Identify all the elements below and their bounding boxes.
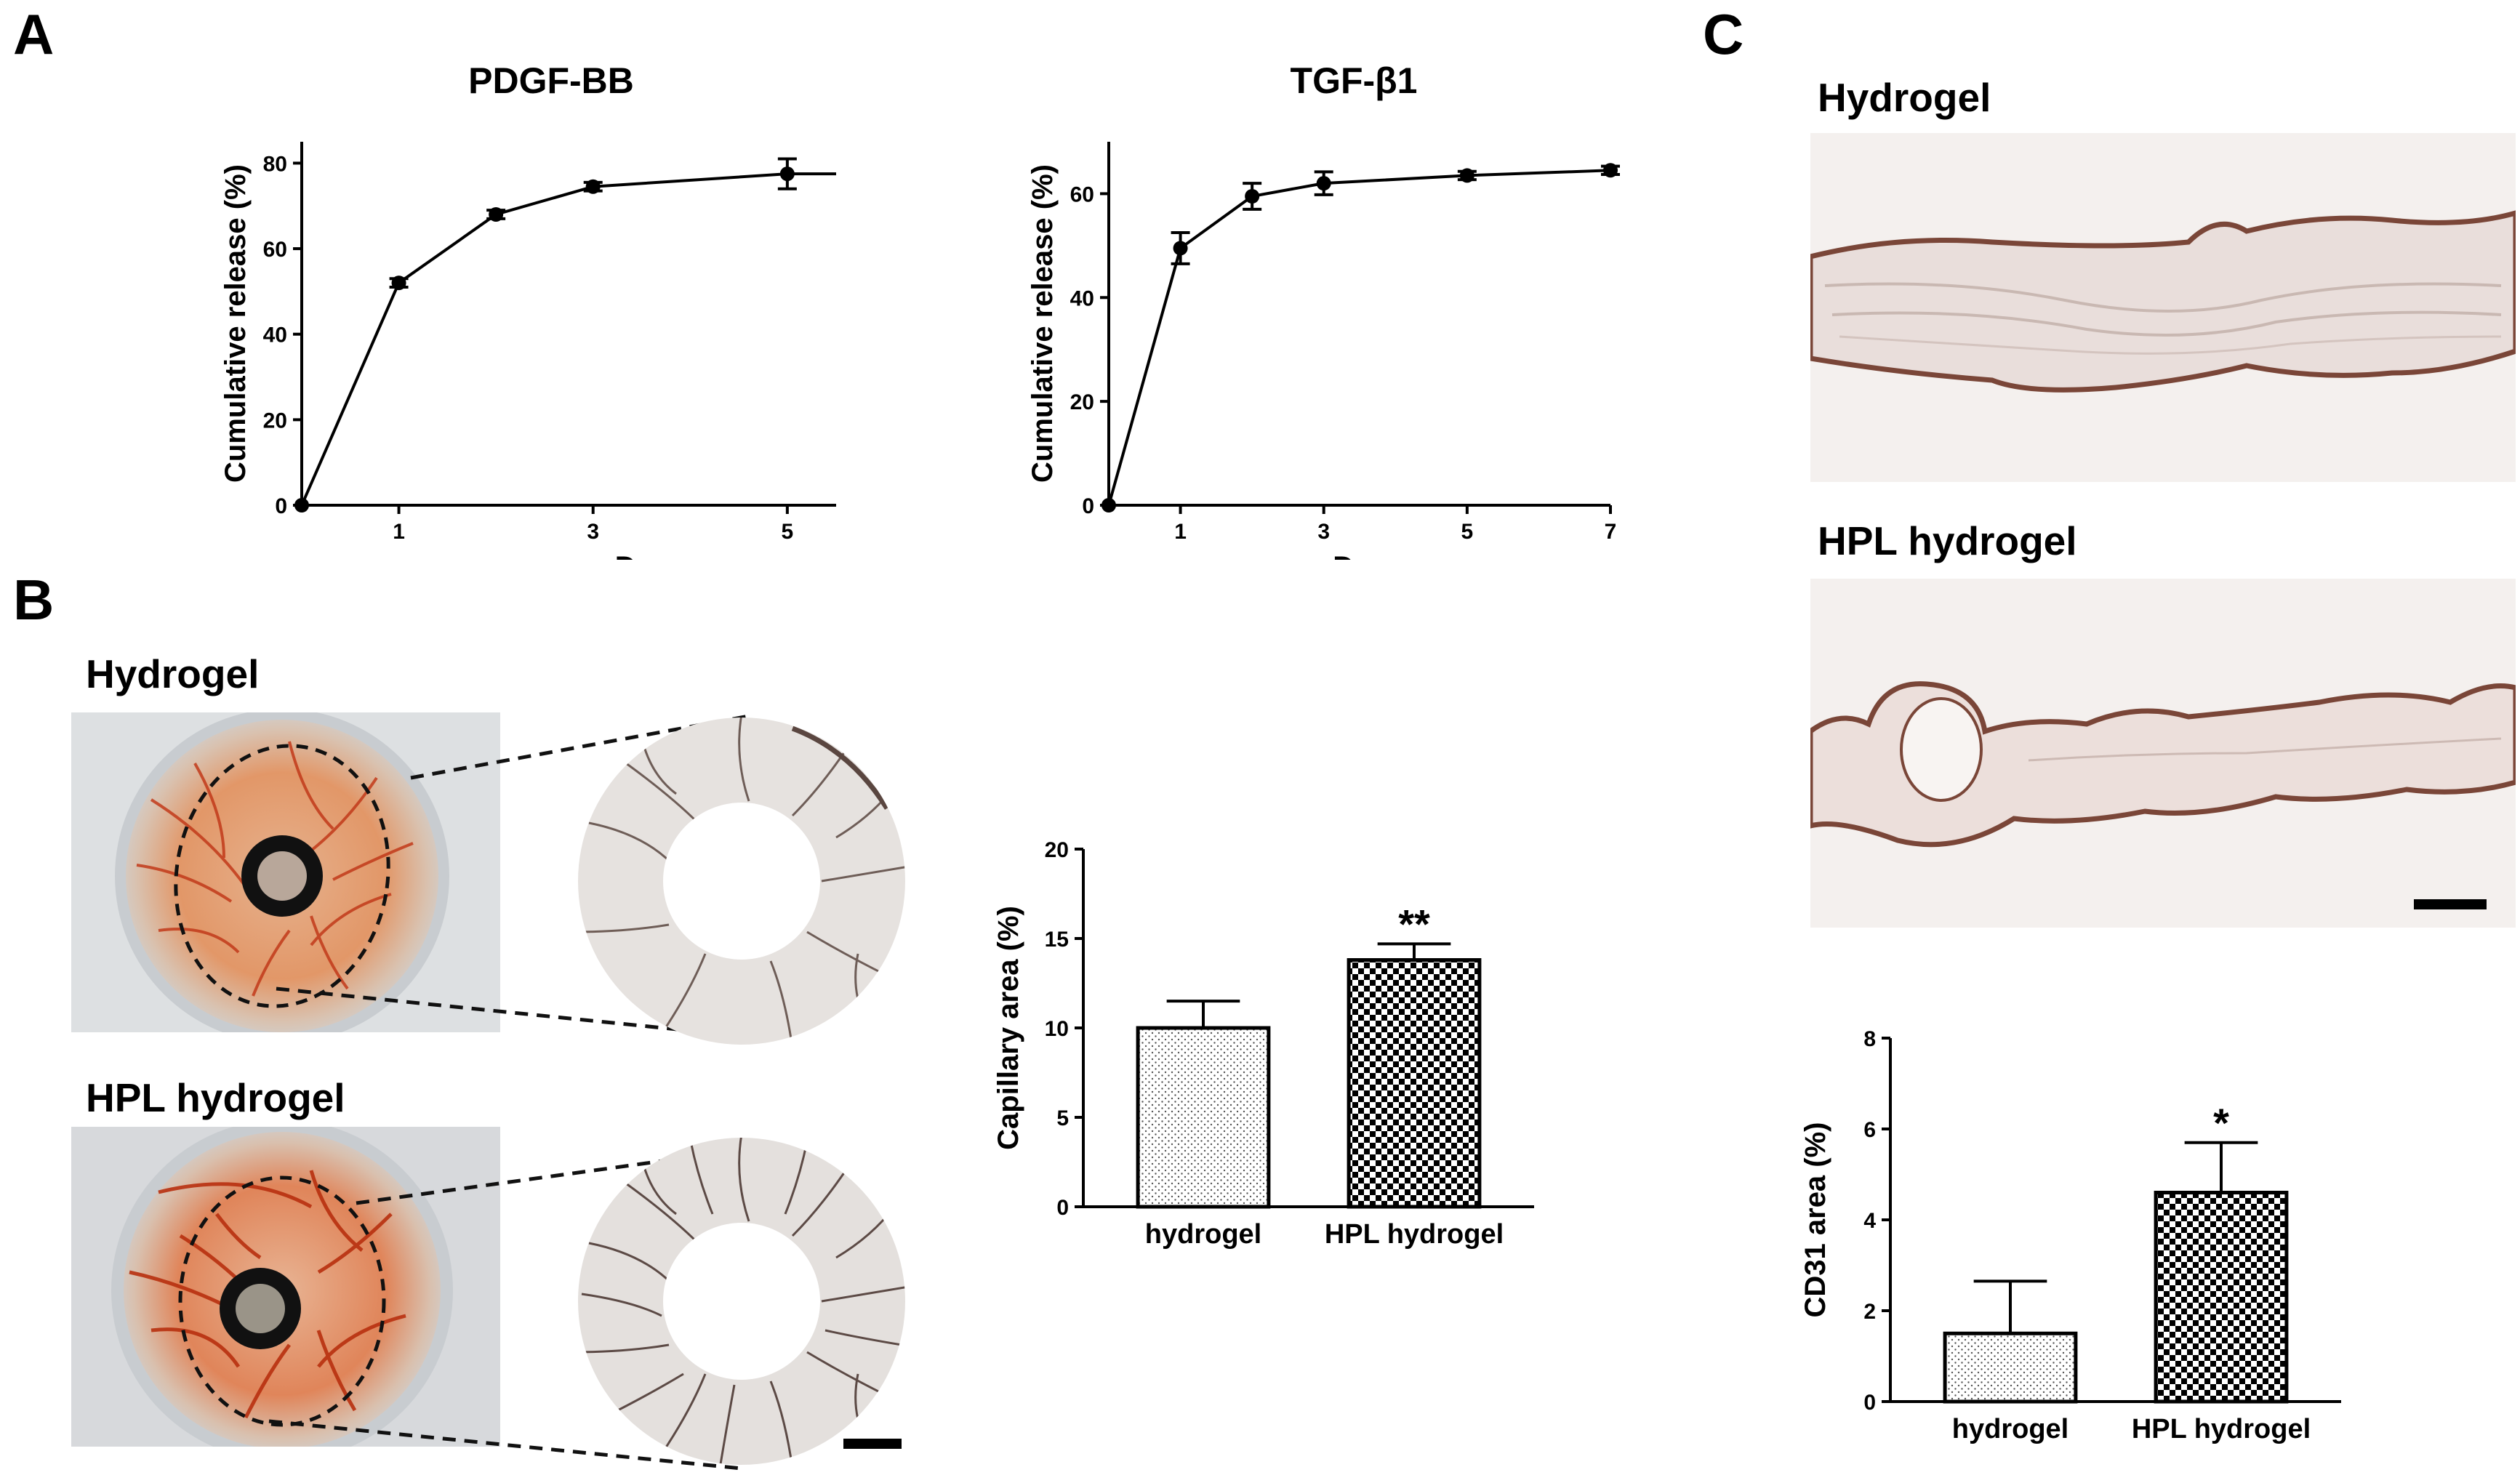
data-point — [1459, 168, 1474, 183]
histology-hpl-hydrogel — [1810, 579, 2516, 928]
y-tick-label: 0 — [1056, 1196, 1069, 1220]
bar-hydrogel — [1136, 1026, 1271, 1209]
y-tick-label: 6 — [1863, 1118, 1876, 1142]
x-category-label: HPL hydrogel — [2132, 1414, 2311, 1444]
x-tick-label: 1 — [1174, 520, 1187, 544]
data-point — [391, 276, 406, 291]
pdgf-release-chart: 0204060801357DayCumulative release (%) — [220, 142, 836, 560]
pdgf-chart-title: PDGF-BB — [468, 60, 634, 101]
capillary-ring-hydrogel — [574, 714, 909, 1048]
y-tick-label: 0 — [275, 494, 287, 518]
y-tick-label: 60 — [263, 238, 287, 262]
y-tick-label: 15 — [1045, 928, 1069, 952]
series-line — [300, 172, 836, 506]
data-point — [1603, 163, 1618, 178]
cd31-area-chart: 0 2 4 6 8 CD31 area (%) hydrogel HPL hydrogel * — [1799, 1027, 2341, 1444]
panel-letter-c: C — [1703, 2, 1744, 66]
x-tick-label: 7 — [1605, 520, 1617, 544]
series-line — [1107, 169, 1611, 506]
capillary-ring-hpl-hydrogel — [574, 1134, 909, 1468]
cam-photo-hydrogel — [71, 712, 500, 1032]
tgf-chart-title: TGF-β1 — [1290, 60, 1418, 101]
data-point — [1316, 176, 1331, 191]
y-tick-label: 20 — [1045, 838, 1069, 862]
significance-marker: * — [2213, 1100, 2229, 1146]
y-tick-label: 2 — [1863, 1300, 1876, 1324]
y-tick-label: 4 — [1863, 1209, 1876, 1233]
cam-photo-hpl-hydrogel — [71, 1127, 500, 1447]
y-axis-label: Cumulative release (%) — [1027, 164, 1059, 483]
histology-hydrogel — [1810, 133, 2516, 482]
data-point — [585, 179, 601, 194]
x-axis-label: Day — [1333, 551, 1387, 560]
data-point — [1102, 498, 1116, 513]
scale-bar-b — [843, 1439, 902, 1449]
y-tick-label: 20 — [263, 409, 287, 433]
data-point — [294, 498, 309, 513]
panel-b-hydrogel-label: Hydrogel — [86, 651, 260, 696]
significance-marker: ** — [1398, 901, 1430, 947]
x-category-label: HPL hydrogel — [1325, 1219, 1504, 1250]
bar-hpl-hydrogel — [1347, 958, 1482, 1209]
panel-c-hpl-label: HPL hydrogel — [1818, 518, 2077, 563]
bar-hydrogel — [1943, 1331, 2078, 1404]
y-tick-label: 10 — [1045, 1017, 1069, 1041]
x-category-label: hydrogel — [1952, 1414, 2068, 1444]
scale-bar-c — [2414, 899, 2487, 909]
data-point — [489, 207, 504, 222]
y-tick-label: 60 — [1070, 182, 1094, 206]
panel-c-hydrogel-label: Hydrogel — [1818, 75, 1991, 120]
y-tick-label: 0 — [1863, 1391, 1876, 1415]
x-tick-label: 5 — [782, 520, 794, 544]
data-point — [779, 166, 795, 182]
panel-b-hpl-label: HPL hydrogel — [86, 1075, 345, 1120]
x-tick-label: 3 — [1317, 520, 1330, 544]
y-tick-label: 0 — [1082, 494, 1094, 518]
y-tick-label: 5 — [1056, 1106, 1069, 1130]
x-tick-label: 3 — [587, 520, 599, 544]
bar-hpl-hydrogel — [2154, 1191, 2289, 1404]
y-axis-label: Cumulative release (%) — [220, 164, 252, 483]
y-tick-label: 80 — [263, 152, 287, 176]
y-axis-label: Capillary area (%) — [992, 906, 1024, 1150]
y-tick-label: 20 — [1070, 390, 1094, 414]
x-tick-label: 5 — [1461, 520, 1474, 544]
y-tick-label: 40 — [1070, 286, 1094, 310]
data-point — [1173, 241, 1188, 256]
x-axis-label: Day — [615, 551, 669, 560]
x-tick-label: 1 — [393, 520, 405, 544]
capillary-area-chart: 0 5 10 15 20 Capillary area (%) hydrogel HPL hy… — [992, 838, 1534, 1250]
x-category-label: hydrogel — [1145, 1219, 1261, 1250]
y-tick-label: 8 — [1863, 1027, 1876, 1051]
data-point — [1245, 189, 1260, 204]
y-axis-label: CD31 area (%) — [1799, 1122, 1831, 1317]
panel-letter-b: B — [13, 568, 55, 632]
tgf-release-chart: 0 20 40 60 1 3 5 7 Day Cumulative release (%) — [1027, 142, 1620, 560]
y-tick-label: 40 — [263, 323, 287, 347]
panel-letter-a: A — [13, 2, 55, 66]
